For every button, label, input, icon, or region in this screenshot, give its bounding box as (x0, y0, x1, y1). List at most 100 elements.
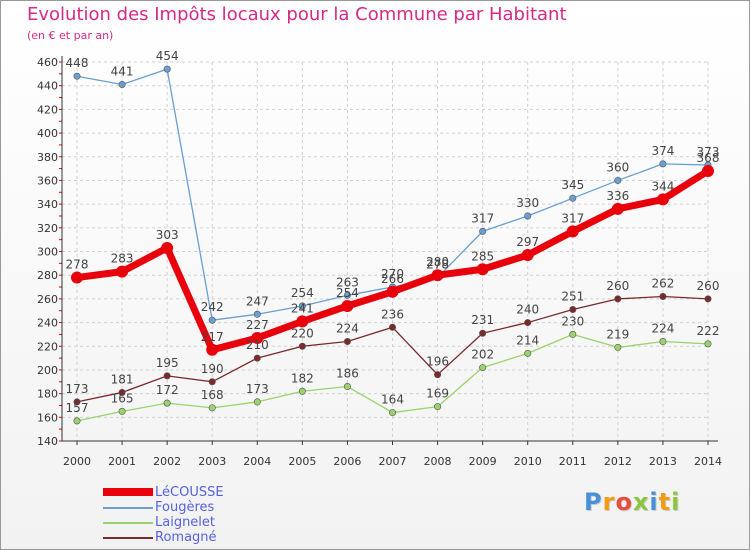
data-label-1: 254 (291, 286, 314, 300)
legend-label: Romagné (155, 530, 217, 545)
y-tick-label: 180 (37, 388, 58, 401)
data-label-1: 330 (516, 196, 539, 210)
legend-swatch (103, 488, 153, 496)
y-tick-label: 460 (37, 56, 58, 69)
y-tick-label: 320 (37, 222, 58, 235)
data-point-0 (386, 285, 399, 298)
data-label-0: 285 (471, 249, 494, 263)
y-tick-label: 160 (37, 411, 58, 424)
data-point-3 (343, 338, 351, 346)
data-label-0: 283 (111, 252, 134, 266)
data-point-1 (659, 160, 667, 168)
data-label-1: 373 (697, 145, 720, 159)
labels-layer: 173 181 195 190 210 220 224 236 196 231 240 251 260 2… (66, 49, 720, 415)
data-point-0 (431, 269, 444, 282)
series-layer (71, 65, 714, 425)
data-label-1: 448 (66, 56, 89, 70)
data-label-0: 303 (156, 228, 179, 242)
data-point-2 (343, 383, 351, 391)
x-tick-label: 2003 (198, 455, 226, 468)
data-label-2: 182 (291, 371, 314, 385)
data-label-0: 254 (336, 286, 359, 300)
y-tick-label: 340 (37, 198, 58, 211)
chart-title: Evolution des Impôts locaux pour la Comm… (27, 4, 567, 25)
logo-letter: r (602, 488, 616, 516)
data-label-3: 173 (66, 382, 89, 396)
data-label-2: 202 (471, 348, 494, 362)
data-point-3 (479, 329, 487, 337)
data-point-3 (434, 371, 442, 379)
data-point-1 (479, 227, 487, 235)
data-point-0 (71, 271, 83, 284)
data-point-3 (163, 372, 171, 380)
data-point-3 (614, 295, 622, 303)
data-point-0 (206, 343, 219, 356)
data-label-2: 169 (426, 387, 449, 401)
y-tick-label: 260 (37, 293, 58, 306)
data-point-3 (388, 323, 396, 331)
data-label-2: 172 (156, 383, 179, 397)
data-label-0: 344 (651, 179, 674, 193)
x-tick-label: 2005 (288, 455, 316, 468)
logo-letter: i (671, 488, 681, 516)
data-point-0 (341, 299, 354, 312)
data-point-2 (704, 340, 712, 348)
legend-swatch (103, 522, 153, 524)
data-point-1 (118, 81, 126, 89)
data-point-0 (521, 249, 534, 262)
y-tick-label: 440 (37, 80, 58, 93)
logo-letter: o (615, 488, 633, 516)
data-point-2 (298, 387, 306, 395)
legend-label: Fougères (155, 500, 215, 515)
data-label-1: 263 (336, 275, 359, 289)
data-point-2 (614, 343, 622, 351)
logo-letter: x (632, 488, 650, 516)
data-label-2: 214 (516, 333, 539, 347)
data-label-3: 220 (291, 326, 314, 340)
data-label-0: 297 (516, 235, 539, 249)
x-tick-label: 2010 (514, 455, 542, 468)
y-tick-label: 220 (37, 340, 58, 353)
x-tick-label: 2013 (649, 455, 677, 468)
data-point-0 (476, 263, 489, 276)
data-label-1: 247 (246, 294, 269, 308)
data-label-3: 260 (697, 279, 720, 293)
data-point-2 (73, 417, 81, 425)
data-label-0: 336 (606, 189, 629, 203)
x-tick-label: 2014 (694, 455, 722, 468)
chart-subtitle: (en € et par an) (27, 29, 114, 42)
data-point-0 (161, 241, 174, 254)
data-label-2: 222 (697, 324, 720, 338)
data-label-2: 173 (246, 382, 269, 396)
data-point-1 (298, 302, 306, 310)
data-point-1 (208, 316, 216, 324)
series-line-2 (76, 333, 709, 422)
y-tick-label: 280 (37, 269, 58, 282)
data-label-1: 454 (156, 49, 179, 63)
data-label-0: 227 (246, 318, 269, 332)
data-label-0: 241 (291, 301, 314, 315)
x-tick-label: 2008 (424, 455, 452, 468)
data-point-0 (702, 164, 714, 177)
data-point-3 (298, 342, 306, 350)
data-point-2 (388, 409, 396, 417)
data-label-2: 224 (651, 322, 674, 336)
data-point-2 (524, 349, 532, 357)
y-tick-label: 240 (37, 317, 58, 330)
data-label-1: 441 (111, 65, 134, 79)
data-label-3: 190 (201, 362, 224, 376)
data-point-3 (704, 295, 712, 303)
y-tick-label: 420 (37, 103, 58, 116)
data-point-0 (656, 193, 669, 206)
data-label-0: 217 (201, 330, 224, 344)
data-label-1: 345 (561, 178, 584, 192)
logo-letter: t (658, 488, 672, 516)
data-label-1: 374 (651, 144, 674, 158)
data-label-0: 368 (697, 151, 720, 165)
data-point-3 (208, 378, 216, 386)
data-point-0 (251, 331, 264, 344)
x-tick-label: 2011 (559, 455, 587, 468)
data-label-2: 230 (561, 314, 584, 328)
data-label-3: 181 (111, 372, 134, 386)
